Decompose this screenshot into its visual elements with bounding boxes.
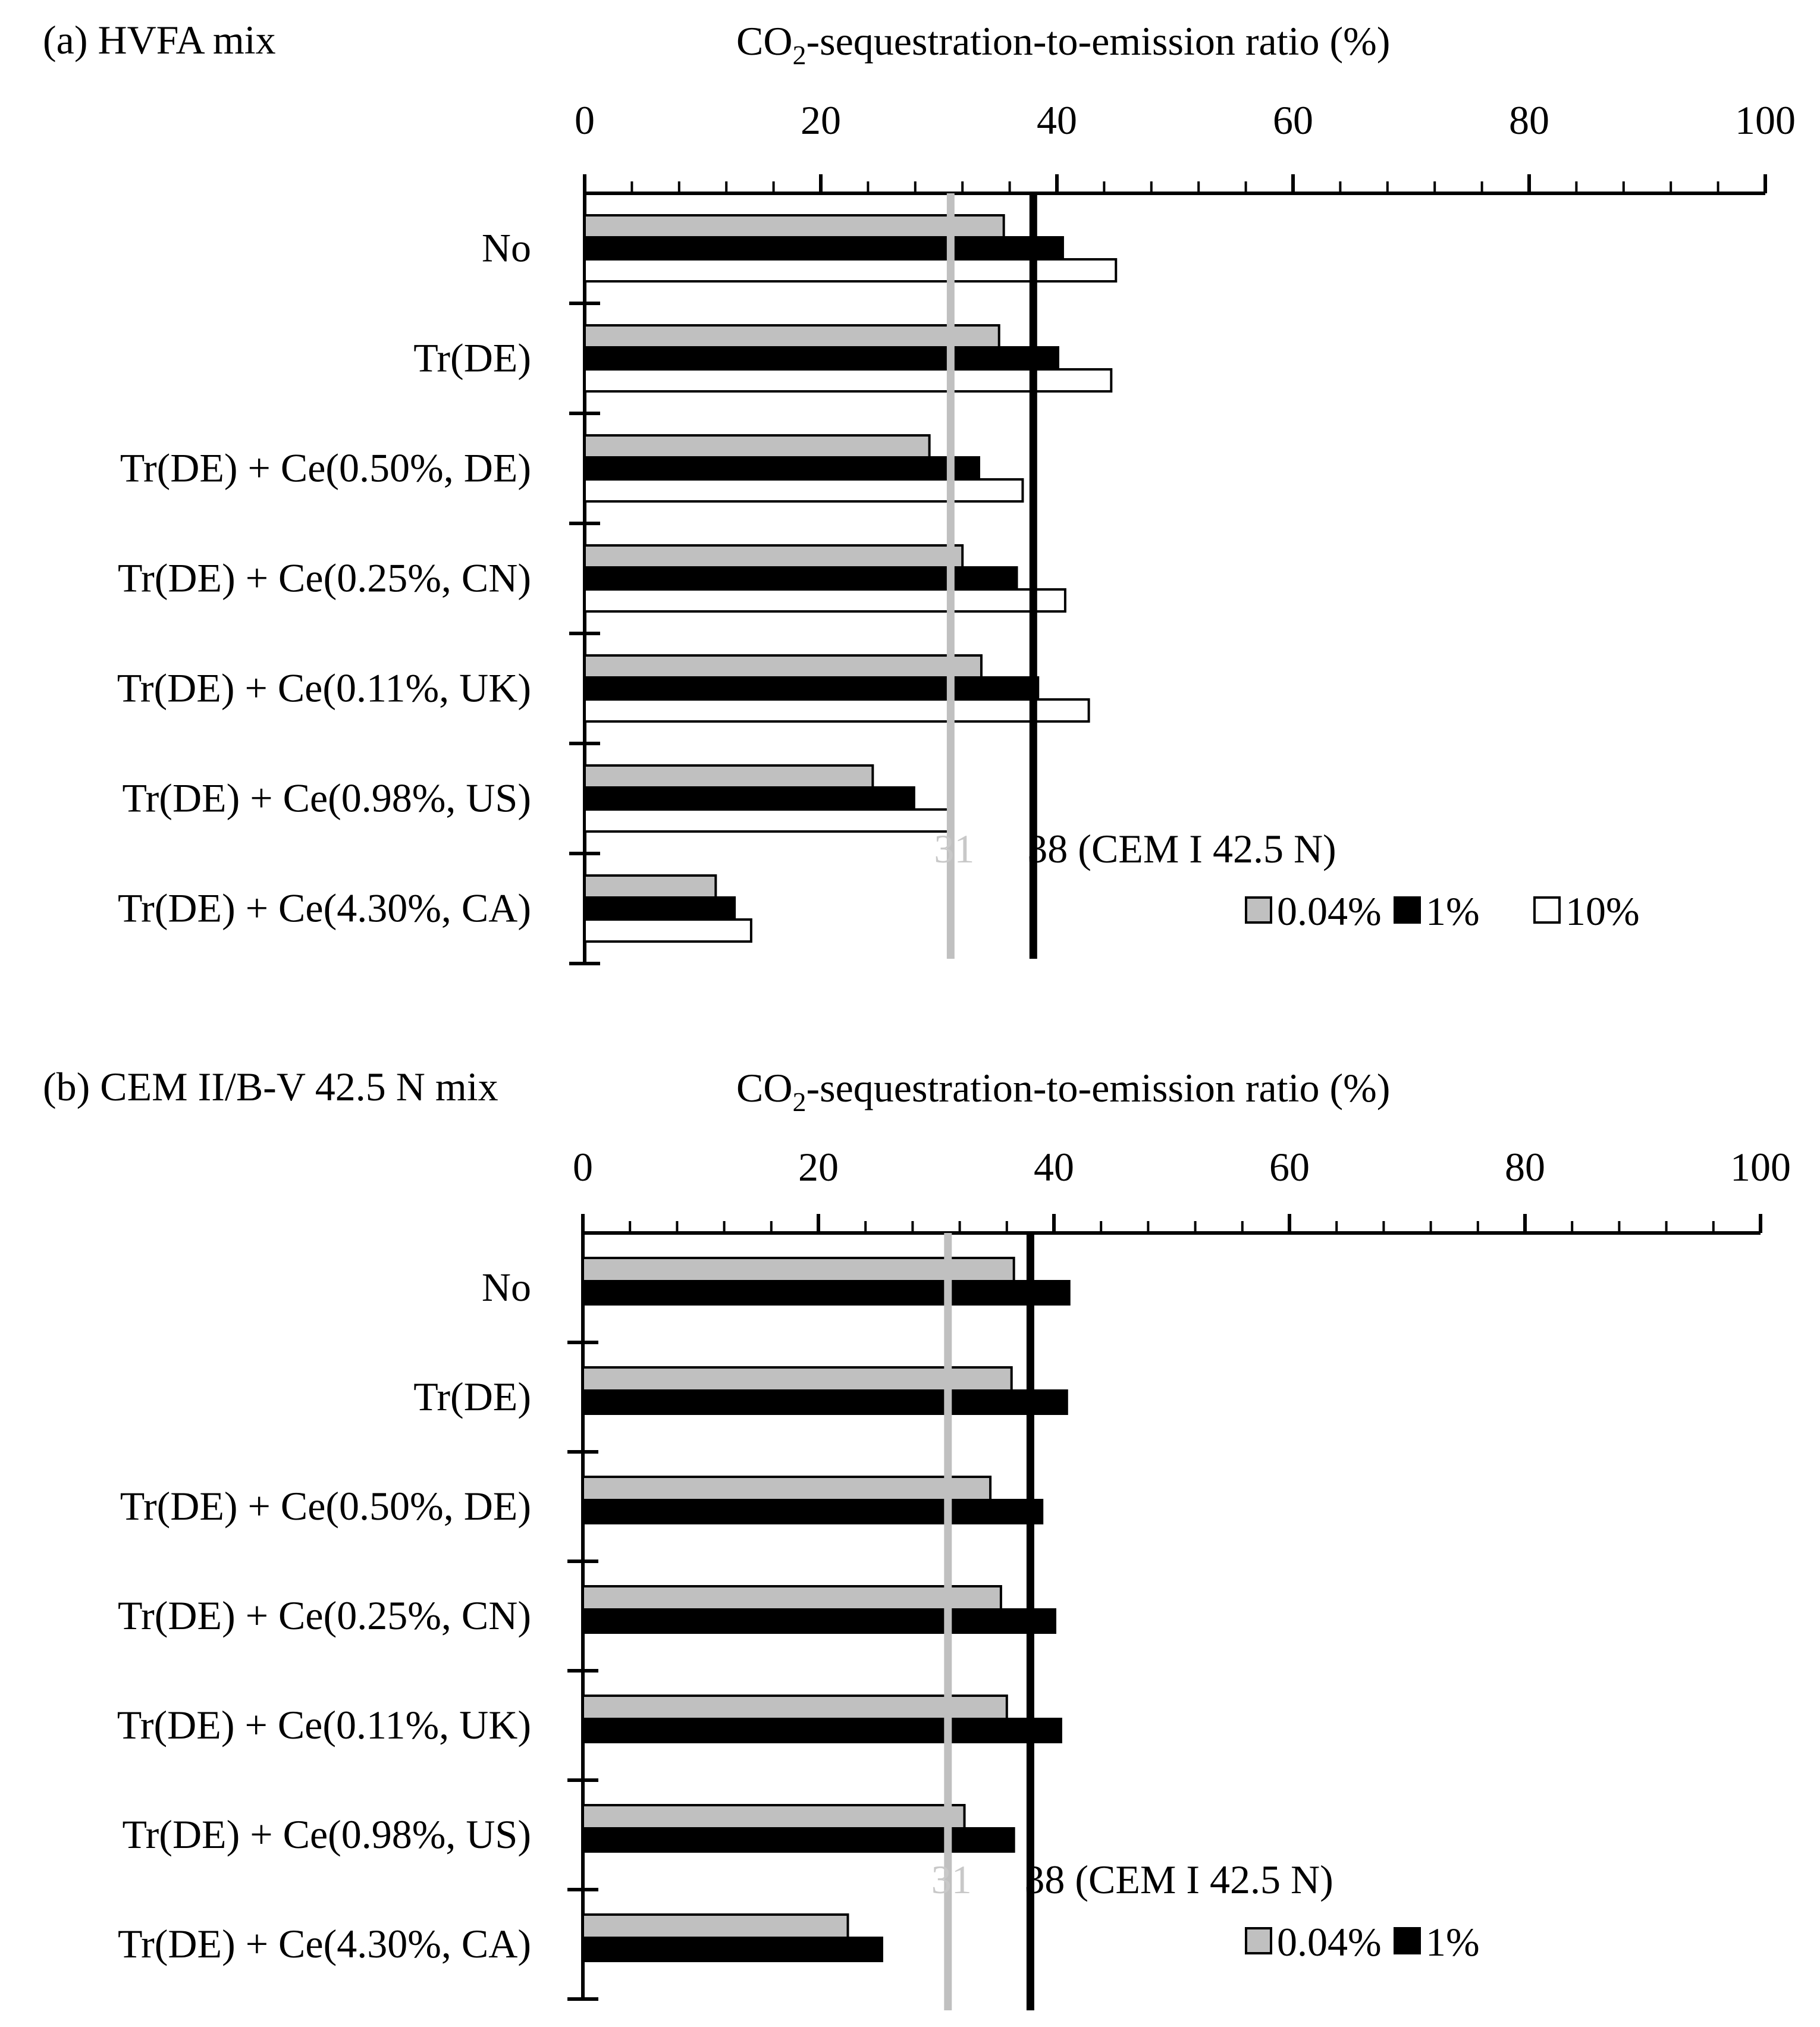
bar bbox=[582, 1827, 1015, 1853]
bar bbox=[583, 698, 1090, 723]
x-axis-title: CO2-sequestration-to-emission ratio (%) bbox=[736, 1065, 1390, 1117]
reference-label: 38 (CEM I 42.5 N) bbox=[1027, 826, 1336, 871]
x-axis-title-subscript: 2 bbox=[792, 40, 806, 70]
bar bbox=[582, 1389, 1068, 1415]
x-axis-title-subscript: 2 bbox=[792, 1087, 806, 1117]
bar bbox=[582, 1499, 1044, 1524]
bar bbox=[583, 368, 1113, 393]
legend-label: 0.04% bbox=[1277, 889, 1382, 934]
bar bbox=[583, 676, 1040, 701]
category-label: No bbox=[482, 1264, 531, 1310]
legend-swatch bbox=[1245, 1927, 1272, 1954]
bar bbox=[582, 1913, 849, 1939]
bar bbox=[583, 324, 1000, 349]
category-label: Tr(DE) + Ce(4.30%, CA) bbox=[118, 886, 531, 931]
legend-swatch bbox=[1533, 896, 1561, 924]
bar bbox=[583, 214, 1005, 239]
category-label: Tr(DE) + Ce(0.25%, CN) bbox=[118, 556, 531, 601]
bar bbox=[583, 896, 736, 921]
legend-label: 10% bbox=[1565, 889, 1640, 934]
bar bbox=[583, 786, 915, 811]
bar bbox=[583, 654, 983, 679]
bar bbox=[582, 1804, 966, 1830]
panel-label: (a) HVFA mix bbox=[43, 17, 276, 62]
category-label: Tr(DE) + Ce(0.50%, DE) bbox=[120, 1483, 531, 1529]
x-tick-label: 0 bbox=[575, 98, 595, 143]
x-tick-label: 40 bbox=[1034, 1144, 1074, 1190]
legend-swatch bbox=[1394, 896, 1421, 924]
panel-b-chart: (b) CEM II/B-V 42.5 N mix CO2-sequestrati… bbox=[43, 1064, 1791, 2010]
x-tick-label: 60 bbox=[1273, 98, 1313, 143]
bar bbox=[582, 1257, 1015, 1282]
x-tick-label: 40 bbox=[1037, 98, 1077, 143]
bar bbox=[582, 1608, 1056, 1634]
bar bbox=[583, 456, 980, 481]
category-label: Tr(DE) + Ce(0.98%, US) bbox=[123, 776, 531, 821]
legend-label: 1% bbox=[1426, 889, 1480, 934]
category-label: Tr(DE) + Ce(0.25%, CN) bbox=[118, 1593, 531, 1638]
bar bbox=[582, 1280, 1071, 1306]
x-axis-title-part1: CO bbox=[736, 1065, 792, 1110]
category-label: Tr(DE) + Ce(0.98%, US) bbox=[123, 1812, 531, 1857]
category-label: Tr(DE) + Ce(4.30%, CA) bbox=[118, 1921, 531, 1966]
x-tick-label: 80 bbox=[1505, 1144, 1545, 1190]
x-tick-label: 100 bbox=[1730, 1144, 1791, 1190]
category-label: No bbox=[482, 225, 531, 271]
bar bbox=[583, 918, 752, 943]
category-label: Tr(DE) bbox=[413, 1374, 531, 1419]
x-axis-title: CO2-sequestration-to-emission ratio (%) bbox=[736, 18, 1390, 70]
bar bbox=[583, 544, 964, 569]
bar bbox=[583, 346, 1059, 371]
bar bbox=[582, 1585, 1002, 1611]
panel-label: (b) CEM II/B-V 42.5 N mix bbox=[43, 1064, 498, 1109]
x-tick-label: 20 bbox=[801, 98, 841, 143]
reference-label: 38 (CEM I 42.5 N) bbox=[1024, 1857, 1333, 1902]
bar bbox=[583, 808, 951, 833]
bar bbox=[582, 1718, 1062, 1743]
category-label: Tr(DE) + Ce(0.50%, DE) bbox=[120, 445, 531, 491]
bar bbox=[583, 258, 1118, 283]
legend-swatch bbox=[1245, 896, 1272, 924]
x-tick-label: 80 bbox=[1509, 98, 1549, 143]
legend-swatch bbox=[1394, 1927, 1421, 1954]
x-axis-title-part2: -sequestration-to-emission ratio (%) bbox=[806, 1065, 1390, 1110]
x-tick-label: 60 bbox=[1269, 1144, 1310, 1190]
bar bbox=[583, 434, 931, 459]
legend-label: 0.04% bbox=[1277, 1919, 1382, 1965]
reference-label: 31 bbox=[934, 826, 974, 871]
x-tick-label: 100 bbox=[1735, 98, 1796, 143]
bar bbox=[583, 588, 1066, 613]
category-label: Tr(DE) bbox=[413, 335, 531, 381]
bar bbox=[583, 764, 874, 789]
reference-label: 31 bbox=[931, 1857, 972, 1902]
bar bbox=[583, 236, 1064, 261]
bar bbox=[582, 1937, 883, 1962]
bar bbox=[583, 566, 1018, 591]
legend-label: 1% bbox=[1426, 1919, 1480, 1965]
bar bbox=[583, 478, 1024, 503]
bar bbox=[582, 1695, 1008, 1720]
category-label: Tr(DE) + Ce(0.11%, UK) bbox=[117, 1702, 531, 1747]
bar bbox=[583, 874, 717, 899]
category-label: Tr(DE) + Ce(0.11%, UK) bbox=[117, 666, 531, 711]
panel-a-chart: (a) HVFA mix CO2-sequestration-to-emissio… bbox=[43, 17, 1796, 965]
x-axis-title-part1: CO bbox=[736, 18, 792, 64]
x-tick-label: 20 bbox=[798, 1144, 839, 1190]
bar bbox=[582, 1476, 992, 1501]
x-axis-title-part2: -sequestration-to-emission ratio (%) bbox=[806, 18, 1390, 64]
x-tick-label: 0 bbox=[573, 1144, 593, 1190]
